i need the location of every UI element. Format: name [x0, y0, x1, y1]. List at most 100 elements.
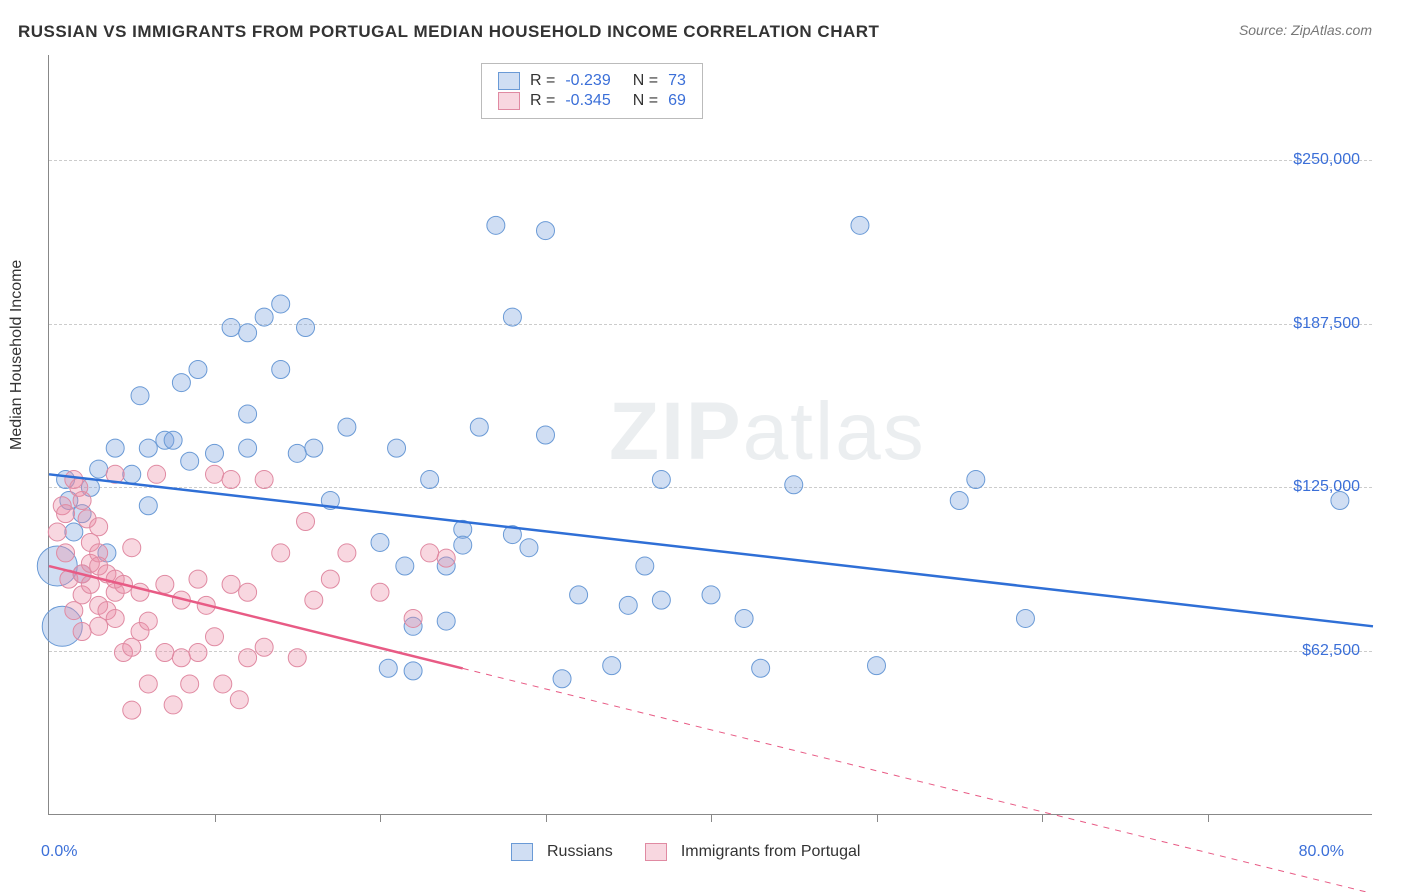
data-point	[73, 492, 91, 510]
x-tick	[877, 814, 878, 822]
data-point	[239, 649, 257, 667]
data-point	[752, 659, 770, 677]
data-point	[603, 657, 621, 675]
data-point	[404, 662, 422, 680]
data-point	[950, 492, 968, 510]
data-point	[206, 465, 224, 483]
data-point	[421, 544, 439, 562]
n-label: N =	[633, 72, 658, 90]
y-axis-label: Median Household Income	[8, 260, 26, 450]
data-point	[239, 324, 257, 342]
data-point	[255, 308, 273, 326]
data-point	[90, 617, 108, 635]
r-label: R =	[530, 72, 555, 90]
data-point	[297, 319, 315, 337]
data-point	[189, 360, 207, 378]
chart-container: RUSSIAN VS IMMIGRANTS FROM PORTUGAL MEDI…	[0, 0, 1406, 892]
data-point	[57, 544, 75, 562]
data-point	[65, 602, 83, 620]
data-point	[570, 586, 588, 604]
data-point	[230, 691, 248, 709]
data-point	[702, 586, 720, 604]
data-point	[272, 295, 290, 313]
data-point	[181, 675, 199, 693]
data-point	[156, 644, 174, 662]
data-point	[288, 444, 306, 462]
data-point	[537, 426, 555, 444]
data-point	[652, 591, 670, 609]
legend-swatch	[498, 92, 520, 110]
data-point	[379, 659, 397, 677]
r-label: R =	[530, 92, 555, 110]
correlation-legend-row: R = -0.239N = 73	[498, 72, 686, 90]
data-point	[139, 612, 157, 630]
data-point	[123, 701, 141, 719]
data-point	[503, 308, 521, 326]
data-point	[73, 623, 91, 641]
data-point	[470, 418, 488, 436]
data-point	[239, 583, 257, 601]
scatter-plot-svg	[49, 55, 1372, 814]
x-tick	[215, 814, 216, 822]
data-point	[305, 591, 323, 609]
legend-series-label: Russians	[547, 843, 613, 861]
data-point	[553, 670, 571, 688]
x-tick	[546, 814, 547, 822]
data-point	[156, 575, 174, 593]
y-tick-label: $187,500	[1293, 315, 1360, 333]
x-axis-min-label: 0.0%	[41, 843, 77, 861]
data-point	[139, 497, 157, 515]
data-point	[148, 465, 166, 483]
data-point	[851, 216, 869, 234]
chart-title: RUSSIAN VS IMMIGRANTS FROM PORTUGAL MEDI…	[18, 22, 879, 42]
r-value: -0.345	[565, 92, 610, 110]
data-point	[139, 439, 157, 457]
data-point	[537, 222, 555, 240]
data-point	[619, 596, 637, 614]
data-point	[305, 439, 323, 457]
data-point	[123, 539, 141, 557]
data-point	[967, 471, 985, 489]
data-point	[520, 539, 538, 557]
data-point	[206, 444, 224, 462]
data-point	[131, 387, 149, 405]
data-point	[421, 471, 439, 489]
data-point	[123, 638, 141, 656]
data-point	[371, 583, 389, 601]
data-point	[297, 512, 315, 530]
data-point	[90, 518, 108, 536]
data-point	[90, 460, 108, 478]
data-point	[222, 319, 240, 337]
data-point	[404, 609, 422, 627]
data-point	[206, 628, 224, 646]
data-point	[1016, 609, 1034, 627]
source-label: Source: ZipAtlas.com	[1239, 22, 1372, 38]
x-tick	[711, 814, 712, 822]
x-axis-max-label: 80.0%	[1299, 843, 1344, 861]
data-point	[487, 216, 505, 234]
data-point	[106, 609, 124, 627]
data-point	[272, 360, 290, 378]
data-point	[65, 523, 83, 541]
legend-swatch	[645, 843, 667, 861]
data-point	[172, 374, 190, 392]
series-legend: RussiansImmigrants from Portugal	[511, 843, 878, 861]
data-point	[164, 431, 182, 449]
data-point	[371, 533, 389, 551]
data-point	[164, 696, 182, 714]
x-tick	[1042, 814, 1043, 822]
data-point	[123, 465, 141, 483]
n-label: N =	[633, 92, 658, 110]
data-point	[255, 638, 273, 656]
data-point	[396, 557, 414, 575]
data-point	[214, 675, 232, 693]
data-point	[735, 609, 753, 627]
r-value: -0.239	[565, 72, 610, 90]
data-point	[172, 649, 190, 667]
data-point	[181, 452, 199, 470]
legend-swatch	[498, 72, 520, 90]
data-point	[139, 675, 157, 693]
y-tick-label: $250,000	[1293, 151, 1360, 169]
n-value: 69	[668, 92, 686, 110]
y-tick-label: $125,000	[1293, 478, 1360, 496]
